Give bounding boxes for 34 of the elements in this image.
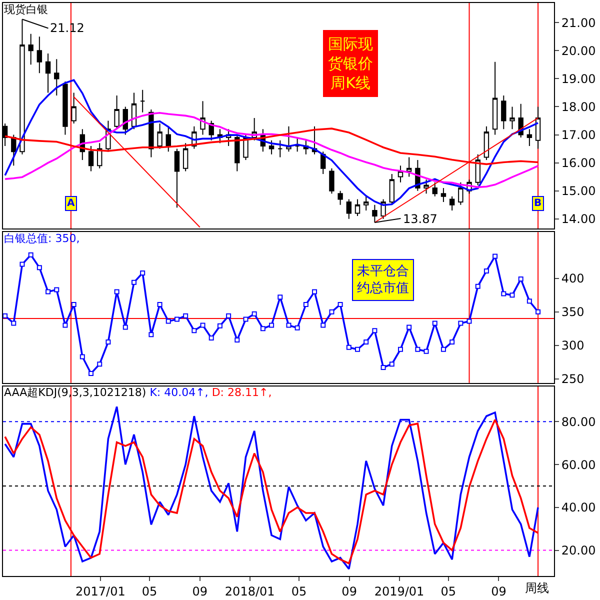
- y-tick-label: 80.00: [561, 414, 596, 429]
- x-tick-label: 05: [291, 584, 307, 598]
- x-tick-label: 09: [491, 584, 506, 598]
- text: 周线: [525, 581, 549, 595]
- y-tick-label: 18.00: [561, 100, 596, 114]
- x-tick-label: 2018/01: [224, 584, 275, 598]
- chart-title: 现货白银: [4, 3, 48, 16]
- y-tick-label: 19.00: [561, 72, 596, 86]
- y-tick-label: 60.00: [561, 458, 596, 472]
- y-tick-label: 40.00: [561, 500, 596, 515]
- text: K: 40.04↑,: [150, 386, 208, 399]
- annotation: 13.87: [403, 212, 438, 226]
- x-tick-label: 2019/01: [374, 584, 424, 598]
- y-tick-label: 14.00: [561, 212, 596, 226]
- x-tick-label: 2017/01: [76, 584, 126, 598]
- ref-line-label: A: [67, 198, 75, 209]
- x-tick-label: 09: [342, 584, 357, 598]
- y-tick-label: 20.00: [561, 543, 596, 558]
- y-tick-label: 350: [561, 305, 584, 320]
- y-tick-label: 17.00: [561, 128, 596, 142]
- x-tick-label: 05: [142, 584, 158, 598]
- y-tick-label: 21.00: [561, 16, 596, 30]
- annotation: 国际现货银价周K线: [328, 35, 373, 92]
- annotation: 未平仓合约总市值: [357, 264, 409, 296]
- ref-line-label: B: [534, 198, 542, 209]
- y-tick-label: 15.00: [561, 184, 596, 198]
- y-tick-label: 20.00: [561, 44, 596, 58]
- x-tick-label: 05: [440, 584, 456, 598]
- y-tick-label: 400: [561, 272, 584, 286]
- text: D: 28.11↑,: [212, 386, 272, 399]
- x-tick-label: 09: [192, 584, 208, 598]
- y-tick-label: 16.00: [561, 156, 596, 170]
- y-tick-label: 300: [561, 338, 584, 353]
- y-tick-label: 250: [561, 372, 584, 386]
